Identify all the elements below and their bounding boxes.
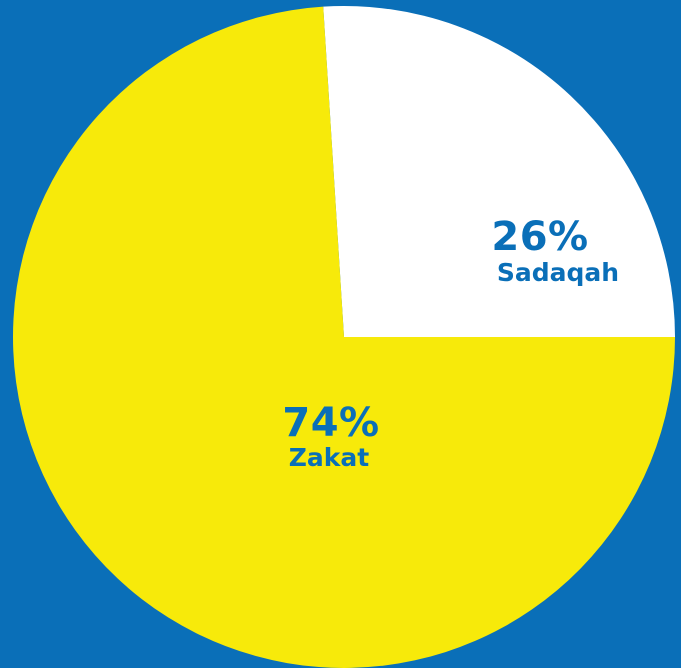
slice-percent-zakat: 74% [282,400,379,446]
slice-label-zakat: Zakat [289,443,369,472]
pie-slices [13,5,675,668]
pie-slice-zakat [13,6,675,668]
slice-label-sadaqah: Sadaqah [497,258,619,287]
slice-percent-sadaqah: 26% [491,214,588,260]
pie-slice-sadaqah [323,5,675,338]
